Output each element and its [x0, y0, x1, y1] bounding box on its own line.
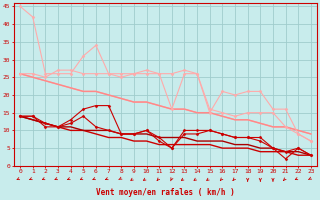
X-axis label: Vent moyen/en rafales ( km/h ): Vent moyen/en rafales ( km/h )	[96, 188, 235, 197]
